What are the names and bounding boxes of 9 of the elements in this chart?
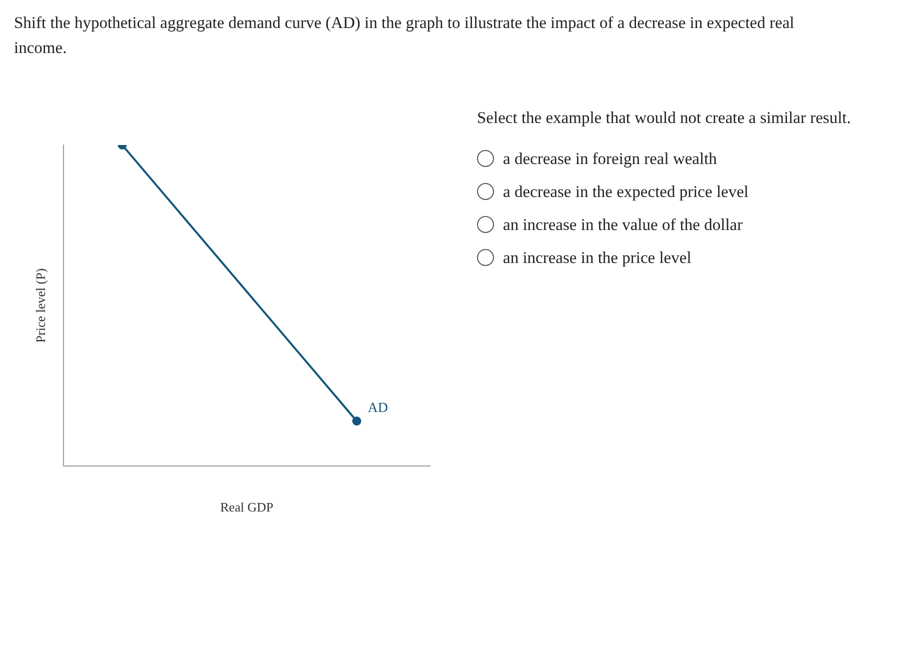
text: an increase in the value of the dollar (503, 214, 743, 234)
text: Select the example that would not create a similar result. (477, 108, 851, 128)
text: an increase in the price level (503, 248, 692, 268)
text: a decrease in the expected price level (503, 182, 749, 202)
y-axis-title: Price level (P) (33, 268, 48, 343)
x-axis-title: Real GDP (220, 500, 274, 515)
chart-title: Shift the hypothetical aggregate demand curve (AD) in the graph to illustrate the impact of a decrease in expected real income. (14, 12, 796, 59)
text: a decrease in foreign real wealth (503, 148, 717, 168)
series-label: AD (368, 401, 388, 416)
